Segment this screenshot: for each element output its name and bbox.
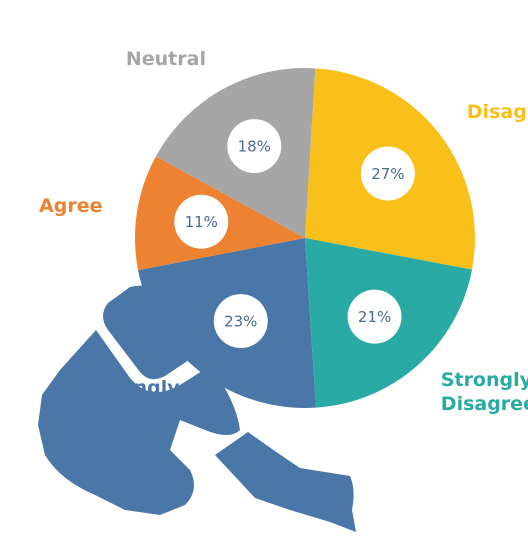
category-label: Agree <box>0 194 102 218</box>
category-label: Neutral <box>86 47 206 71</box>
handle-tip <box>215 432 356 532</box>
value-label: 27% <box>371 165 404 183</box>
category-label: Disagree <box>467 100 528 124</box>
category-label: Strongly Disagree <box>441 368 528 416</box>
chart-canvas: 23% 11% 18% 27% 21% <box>0 0 528 537</box>
value-label: 21% <box>358 308 391 326</box>
pie: 23% 11% 18% 27% 21% <box>135 68 475 408</box>
value-label: 11% <box>185 213 218 231</box>
chart: 23% 11% 18% 27% 21% Strongly Agree Agree Neutr… <box>0 0 528 537</box>
value-label: 18% <box>238 138 271 156</box>
category-label: Strongly Agree <box>60 376 180 424</box>
value-label: 23% <box>224 313 257 331</box>
